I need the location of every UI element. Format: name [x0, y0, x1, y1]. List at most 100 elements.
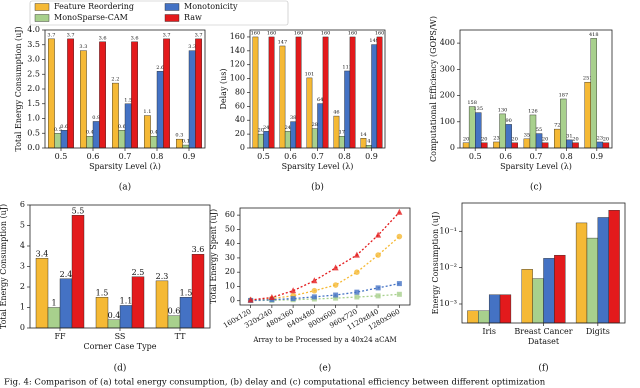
value-label: 24 — [263, 125, 269, 131]
value-label: 0.5 — [54, 127, 62, 133]
bar — [575, 222, 588, 324]
legend-frame — [29, 0, 289, 26]
bar — [155, 280, 169, 329]
marker — [290, 287, 297, 294]
panel: 0.00.51.01.52.02.53.03.54.00.5 0.6 0.7 0.8 0… — [14, 25, 206, 193]
legend-label: Feature Reordering — [54, 2, 134, 11]
value-label: 2.4 — [60, 270, 73, 279]
bar — [344, 70, 351, 149]
bar — [311, 128, 318, 149]
bar — [602, 142, 610, 149]
y-tick-label: 1.0 — [27, 114, 40, 123]
y-tick-label: 2.5 — [27, 69, 40, 78]
value-label: 126 — [528, 108, 538, 114]
bar — [376, 36, 383, 149]
x-tick-label: 0.5 — [55, 152, 68, 161]
value-label: 64 — [317, 97, 323, 103]
marker — [333, 295, 339, 301]
value-label: 1.1 — [120, 296, 133, 305]
bar — [338, 135, 345, 149]
bar — [47, 307, 61, 329]
value-label: 20 — [572, 136, 578, 142]
x-axis-label: Sparsity Level (λ) — [89, 162, 161, 171]
value-label: 187 — [559, 92, 569, 98]
value-label: 0.4 — [108, 311, 121, 320]
marker — [333, 292, 339, 298]
marker — [396, 281, 402, 287]
value-label: 90 — [505, 118, 511, 124]
marker — [375, 231, 382, 238]
bar — [67, 38, 75, 149]
x-tick-label: 0.8 — [151, 152, 164, 161]
plot-frame — [249, 29, 386, 149]
value-label: 4 — [367, 139, 370, 145]
y-axis-label: Delay (us) — [219, 68, 228, 109]
bar — [290, 121, 297, 149]
y-tick-label: 300 — [440, 64, 455, 73]
panel-label: (c) — [530, 182, 542, 193]
value-label: 2.5 — [132, 268, 145, 277]
x-axis-label: Sparsity Level (λ) — [500, 162, 572, 171]
bar — [118, 130, 126, 149]
value-label: 24 — [285, 125, 291, 131]
y-axis-label: Energy Consumption (uJ) — [431, 212, 440, 315]
value-label: 5.5 — [72, 206, 85, 215]
value-label: 2.6 — [156, 65, 164, 71]
panel: 0102030405060160x120320x240480x360640x48… — [209, 207, 411, 374]
value-label: 3.6 — [192, 245, 205, 254]
bar — [306, 77, 313, 149]
value-label: 0.9 — [92, 115, 100, 121]
x-tick-label: 0.6 — [87, 152, 100, 161]
bar — [95, 297, 109, 329]
value-label: 17 — [339, 130, 345, 136]
marker — [353, 251, 360, 258]
line — [250, 282, 400, 302]
x-tick-label: 0.7 — [530, 152, 543, 161]
y-tick-label: 50 — [225, 224, 235, 233]
y-tick-label: 4.0 — [27, 25, 40, 34]
bar — [511, 142, 518, 149]
value-label: 0.4 — [86, 130, 94, 136]
y-tick-label: 0.5 — [27, 128, 40, 137]
y-tick-label: 200 — [440, 91, 455, 100]
bar — [488, 294, 501, 324]
value-label: 135 — [473, 106, 483, 112]
value-label: 3.4 — [36, 249, 49, 258]
x-tick-label: 0.5 — [257, 152, 270, 161]
y-tick-label: 100 — [440, 117, 455, 126]
x-tick-label: Digits — [586, 327, 610, 336]
bar — [163, 38, 170, 149]
bar — [584, 81, 591, 149]
plot-frame — [239, 207, 411, 306]
bar — [54, 133, 62, 149]
value-label: 3.3 — [188, 44, 196, 50]
bar — [279, 45, 286, 149]
bar — [554, 128, 561, 149]
x-tick-label: 0.5 — [469, 152, 482, 161]
value-label: 418 — [589, 32, 599, 38]
bar — [59, 278, 73, 329]
x-tick-label: 0.9 — [365, 152, 378, 161]
plot-frame — [29, 204, 211, 329]
value-label: 101 — [305, 71, 315, 77]
value-label: 35 — [524, 132, 530, 138]
value-label: 1.1 — [143, 109, 151, 115]
bar — [86, 135, 94, 149]
caption: Fig. 4: Comparison of (a) total energy c… — [4, 377, 546, 388]
value-label: 38 — [290, 115, 296, 121]
bar — [131, 276, 145, 329]
y-tick-label: 0.0 — [27, 143, 40, 152]
value-label: 0.6 — [60, 124, 68, 130]
y-axis-label: Total Energy Consumption (uJ) — [14, 26, 23, 151]
value-label: 20 — [481, 136, 487, 142]
x-axis-label: Sparsity Level (λ) — [282, 162, 354, 171]
y-tick-label: 80 — [235, 87, 245, 96]
bar — [295, 36, 302, 149]
value-label: 111 — [342, 64, 352, 70]
y-tick-label: 40 — [235, 115, 245, 124]
value-label: 20 — [542, 136, 548, 142]
value-label: 160 — [294, 30, 304, 36]
bar — [481, 142, 488, 149]
x-tick-label: 0.8 — [560, 152, 573, 161]
